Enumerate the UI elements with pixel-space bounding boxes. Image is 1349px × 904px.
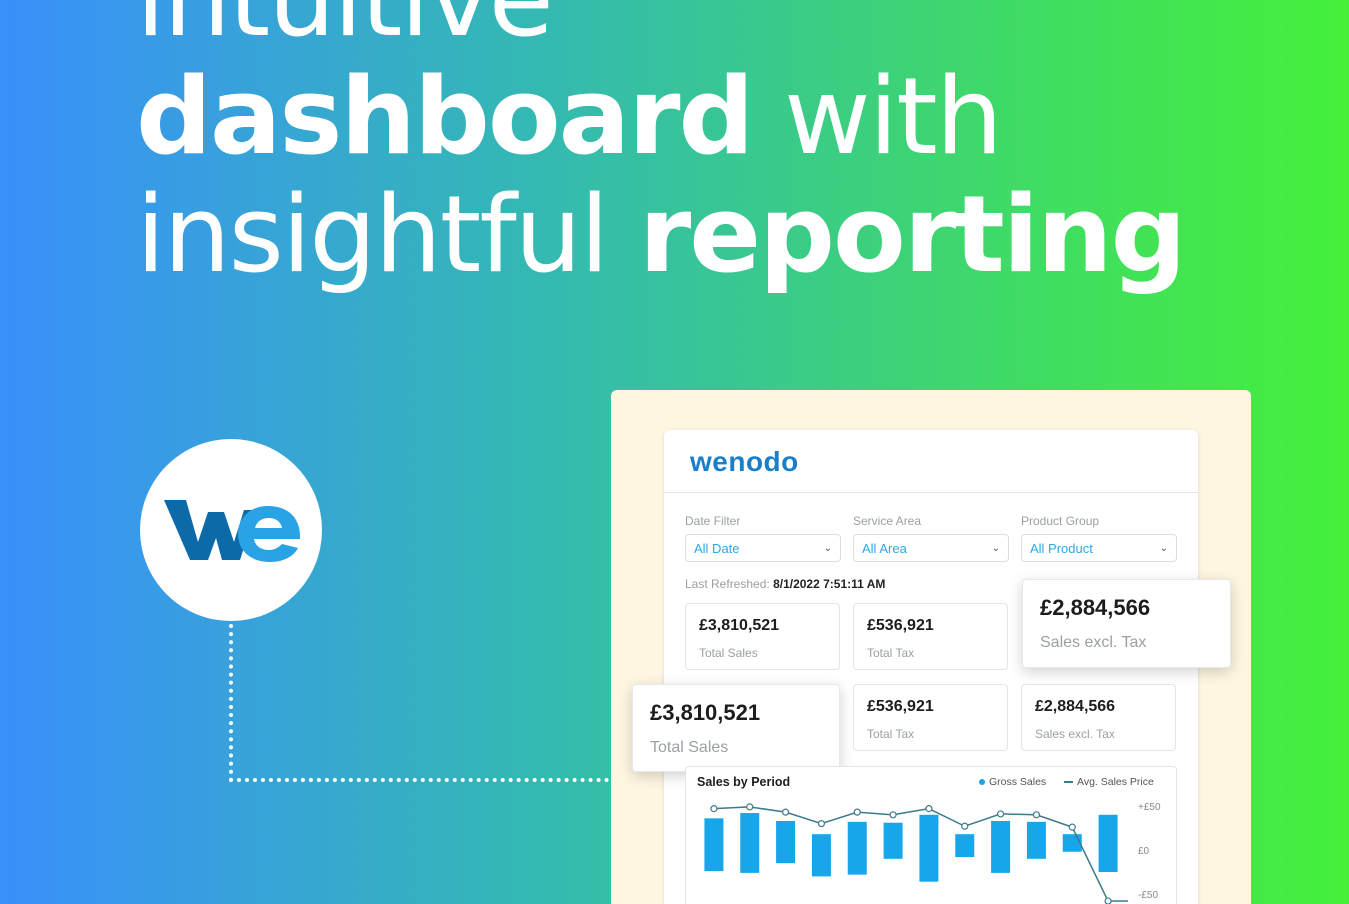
legend-gross-sales: Gross Sales bbox=[979, 776, 1046, 788]
headline-line-2: dashboard with bbox=[136, 58, 1236, 176]
headline-word: intuitive bbox=[136, 0, 554, 60]
dotted-connector-horizontal bbox=[229, 778, 609, 782]
header-divider bbox=[664, 492, 1198, 493]
kpi-card[interactable]: £536,921 Total Tax bbox=[853, 603, 1008, 670]
y-tick-label: -£50 bbox=[1138, 890, 1158, 901]
kpi-card[interactable]: £3,810,521 Total Sales bbox=[685, 603, 840, 670]
kpi-value: £536,921 bbox=[867, 617, 934, 634]
kpi-label: Total Sales bbox=[650, 739, 729, 756]
service-area-label: Service Area bbox=[853, 514, 922, 528]
brand-logo[interactable]: wenodo bbox=[690, 446, 799, 477]
kpi-label: Sales excl. Tax bbox=[1035, 727, 1115, 741]
kpi-callout-sales-excl-tax[interactable]: £2,884,566 Sales excl. Tax bbox=[1022, 579, 1231, 668]
gross-sales-bar bbox=[1026, 821, 1046, 859]
avg-sales-price-point bbox=[817, 819, 826, 828]
legend-label: Avg. Sales Price bbox=[1077, 776, 1154, 788]
last-refreshed: Last Refreshed: 8/1/2022 7:51:11 AM bbox=[685, 577, 885, 591]
headline-word: reporting bbox=[638, 173, 1186, 296]
headline: intuitive dashboard with insightful repo… bbox=[136, 0, 1236, 294]
service-area-select[interactable]: All Area ⌄ bbox=[853, 534, 1009, 562]
kpi-label: Total Tax bbox=[867, 646, 915, 660]
kpi-card[interactable]: £536,921 Total Tax bbox=[853, 684, 1008, 751]
chevron-down-icon: ⌄ bbox=[991, 542, 1000, 554]
headline-line-3: insightful reporting bbox=[136, 176, 1236, 294]
date-filter-select[interactable]: All Date ⌄ bbox=[685, 534, 841, 562]
gross-sales-bar bbox=[740, 813, 760, 873]
headline-word: insightful bbox=[136, 173, 639, 296]
avg-sales-price-point bbox=[1032, 811, 1041, 819]
y-tick-label: £0 bbox=[1138, 846, 1150, 857]
kpi-value: £536,921 bbox=[867, 698, 934, 715]
kpi-card[interactable]: £2,884,566 Sales excl. Tax bbox=[1021, 684, 1176, 751]
wenodo-logo-badge bbox=[140, 439, 322, 621]
kpi-label: Total Tax bbox=[867, 727, 915, 741]
gross-sales-bar bbox=[847, 821, 867, 875]
headline-word: dashboard bbox=[136, 55, 754, 178]
kpi-value: £3,810,521 bbox=[699, 617, 780, 634]
chevron-down-icon: ⌄ bbox=[1159, 542, 1168, 554]
legend-label: Gross Sales bbox=[989, 776, 1047, 788]
y-tick-label: +£50 bbox=[1138, 802, 1161, 813]
kpi-value: £2,884,566 bbox=[1040, 595, 1151, 620]
gross-sales-bar bbox=[955, 834, 975, 858]
kpi-label: Total Sales bbox=[699, 646, 758, 660]
gross-sales-bar bbox=[991, 820, 1011, 873]
product-group-value: All Product bbox=[1030, 540, 1093, 556]
product-group-label: Product Group bbox=[1021, 514, 1100, 528]
headline-line-1: intuitive bbox=[136, 0, 1236, 58]
legend-swatch-gross-sales bbox=[979, 779, 985, 785]
legend-avg-sales-price: Avg. Sales Price bbox=[1064, 776, 1154, 788]
avg-sales-price-point bbox=[1104, 897, 1112, 904]
dotted-connector-vertical bbox=[229, 624, 233, 782]
avg-sales-price-point bbox=[710, 805, 718, 813]
chart-plot: +£50 £0 -£50 bbox=[704, 802, 1161, 904]
avg-sales-price-point bbox=[996, 810, 1005, 818]
gross-sales-bar bbox=[811, 834, 831, 877]
gross-sales-bar bbox=[1098, 814, 1118, 872]
wenodo-logo-icon bbox=[164, 500, 301, 562]
gross-sales-bar bbox=[919, 814, 939, 882]
kpi-label: Sales excl. Tax bbox=[1040, 634, 1147, 651]
product-group-select[interactable]: All Product ⌄ bbox=[1021, 534, 1177, 562]
gross-sales-bar bbox=[704, 818, 724, 872]
headline-word: with bbox=[752, 55, 1003, 178]
avg-sales-price-point bbox=[889, 811, 897, 819]
date-filter-value: All Date bbox=[694, 540, 740, 556]
avg-sales-price-point bbox=[853, 808, 861, 816]
kpi-value: £2,884,566 bbox=[1035, 698, 1116, 715]
avg-sales-price-point bbox=[961, 822, 969, 830]
last-refreshed-value: 8/1/2022 7:51:11 AM bbox=[773, 577, 886, 591]
avg-sales-price-point bbox=[781, 808, 790, 816]
avg-sales-price-point bbox=[925, 805, 933, 813]
chevron-down-icon: ⌄ bbox=[823, 542, 832, 554]
avg-sales-price-point bbox=[1068, 823, 1076, 831]
avg-sales-price-point bbox=[746, 803, 754, 811]
kpi-callout-total-sales[interactable]: £3,810,521 Total Sales bbox=[632, 684, 840, 772]
kpi-value: £3,810,521 bbox=[650, 700, 761, 725]
service-area-value: All Area bbox=[862, 540, 907, 556]
legend-swatch-avg-sales-price bbox=[1064, 781, 1073, 783]
last-refreshed-label: Last Refreshed: bbox=[685, 577, 770, 591]
gross-sales-bar bbox=[1062, 834, 1082, 852]
gross-sales-bar bbox=[883, 822, 903, 859]
chart-title: Sales by Period bbox=[697, 775, 791, 789]
gross-sales-bar bbox=[776, 820, 796, 864]
date-filter-label: Date Filter bbox=[685, 514, 741, 528]
